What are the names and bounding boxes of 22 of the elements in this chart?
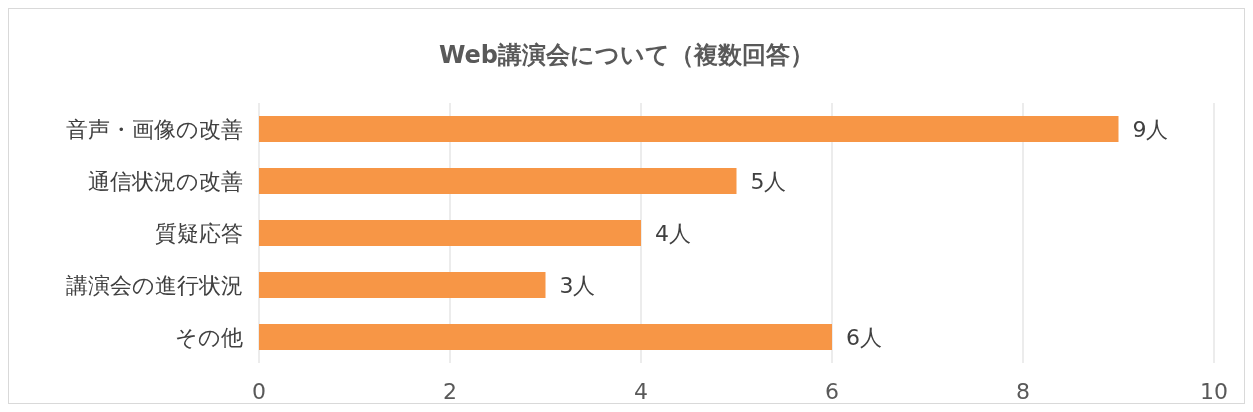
x-tick-label: 10 xyxy=(1200,378,1228,404)
bar xyxy=(259,272,546,298)
x-tick-label: 4 xyxy=(634,378,648,404)
bar xyxy=(259,116,1119,142)
y-tick-label: 講演会の進行状況 xyxy=(66,272,243,298)
bar xyxy=(259,324,832,350)
chart-title: Web講演会について（複数回答） xyxy=(437,40,816,71)
data-label: 4人 xyxy=(655,220,691,246)
x-tick-label: 6 xyxy=(825,378,839,404)
x-tick-label: 8 xyxy=(1016,378,1030,404)
bar xyxy=(259,168,737,194)
data-label: 3人 xyxy=(559,272,596,298)
y-tick-label: 通信状況の改善 xyxy=(88,168,243,194)
x-tick-label: 2 xyxy=(443,378,457,404)
data-label: 9人 xyxy=(1132,116,1169,142)
data-label: 6人 xyxy=(846,324,882,350)
y-tick-label: 音声・画像の改善 xyxy=(66,116,243,142)
x-tick-label: 0 xyxy=(252,378,266,404)
bar xyxy=(259,220,641,246)
y-tick-label: 質疑応答 xyxy=(155,220,243,246)
data-label: 5人 xyxy=(750,168,787,194)
y-tick-label: その他 xyxy=(175,324,243,350)
